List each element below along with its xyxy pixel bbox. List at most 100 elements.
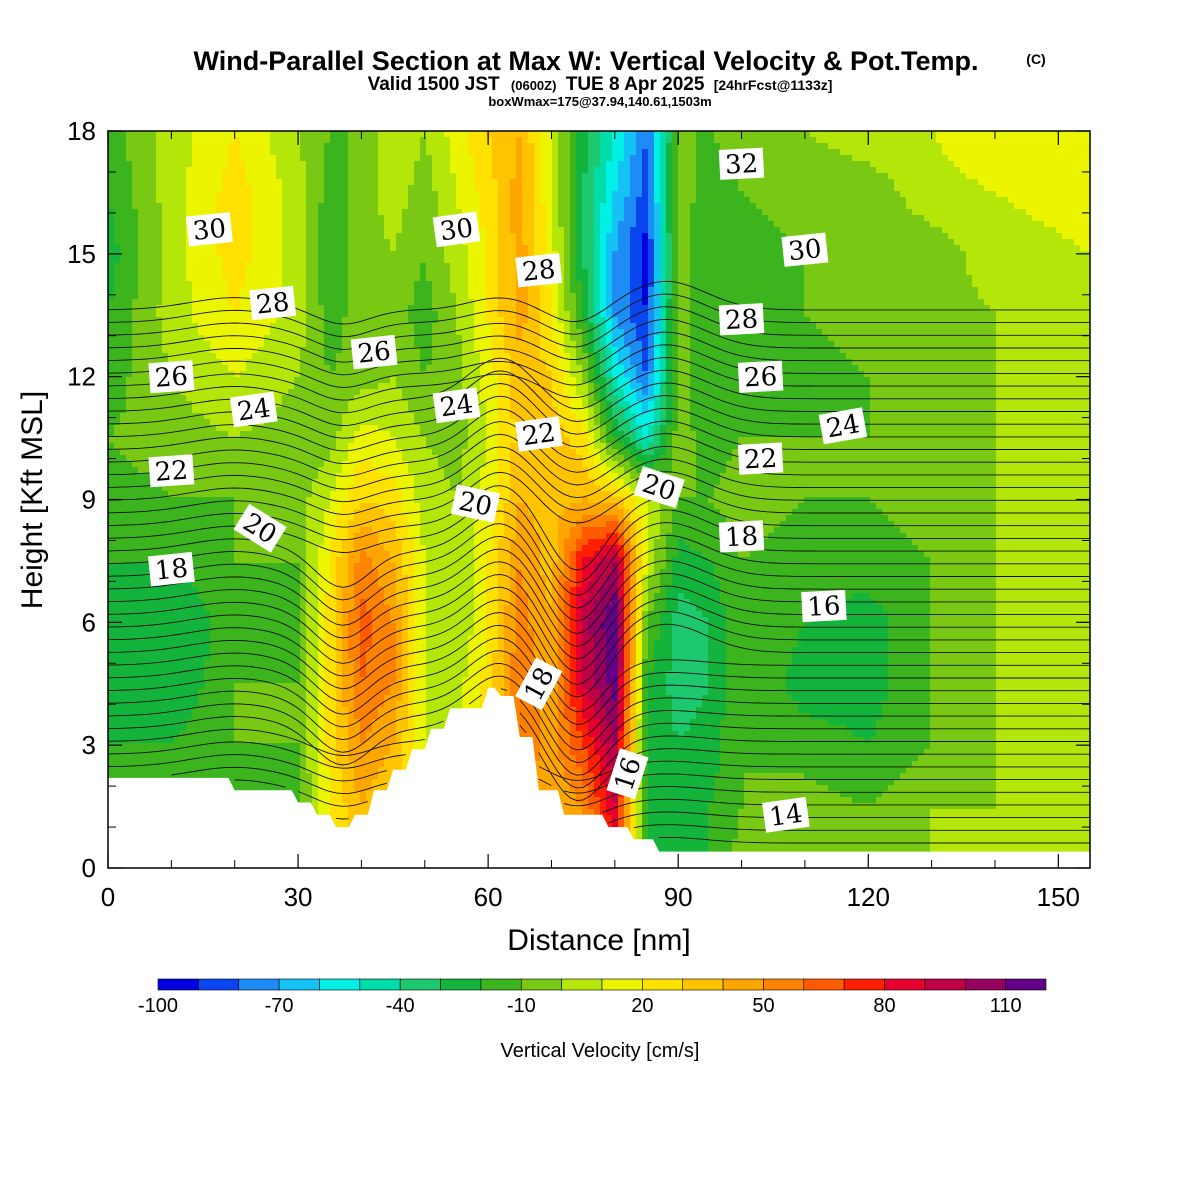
velocity-cell <box>162 179 169 186</box>
velocity-cell <box>258 143 265 150</box>
velocity-cell <box>378 173 385 180</box>
velocity-cell <box>858 197 865 204</box>
velocity-cell <box>894 143 901 150</box>
velocity-cell <box>174 131 181 138</box>
velocity-cell <box>678 185 685 192</box>
velocity-cell <box>126 173 133 180</box>
velocity-cell <box>306 131 313 138</box>
velocity-cell <box>186 179 193 186</box>
velocity-cell <box>408 167 415 174</box>
velocity-cell <box>612 173 619 180</box>
velocity-cell <box>198 143 205 150</box>
velocity-cell <box>306 161 313 168</box>
velocity-cell <box>246 209 253 216</box>
velocity-cell <box>1068 197 1075 204</box>
velocity-cell <box>180 137 187 144</box>
velocity-cell <box>1002 179 1009 186</box>
velocity-cell <box>474 173 481 180</box>
velocity-cell <box>1044 143 1051 150</box>
velocity-cell <box>834 131 841 138</box>
velocity-cell <box>864 185 871 192</box>
velocity-cell <box>288 167 295 174</box>
velocity-cell <box>534 143 541 150</box>
velocity-cell <box>918 149 925 156</box>
velocity-cell <box>564 131 571 138</box>
velocity-cell <box>558 197 565 204</box>
velocity-cell <box>366 155 373 162</box>
velocity-cell <box>480 179 487 186</box>
velocity-cell <box>516 215 523 222</box>
velocity-cell <box>450 185 457 192</box>
velocity-cell <box>504 149 511 156</box>
velocity-cell <box>552 167 559 174</box>
velocity-cell <box>576 173 583 180</box>
velocity-cell <box>1074 185 1081 192</box>
velocity-cell <box>498 185 505 192</box>
velocity-cell <box>144 167 151 174</box>
velocity-cell <box>726 143 733 150</box>
velocity-cell <box>168 149 175 156</box>
velocity-cell <box>318 137 325 144</box>
velocity-cell <box>630 137 637 144</box>
velocity-cell <box>246 191 253 198</box>
velocity-cell <box>504 185 511 192</box>
velocity-cell <box>600 197 607 204</box>
velocity-cell <box>456 191 463 198</box>
velocity-cell <box>162 137 169 144</box>
velocity-cell <box>648 191 655 198</box>
velocity-cell <box>516 131 523 138</box>
velocity-cell <box>696 185 703 192</box>
velocity-cell <box>1026 149 1033 156</box>
velocity-cell <box>204 167 211 174</box>
velocity-cell <box>732 137 739 144</box>
velocity-cell <box>552 209 559 216</box>
velocity-cell <box>978 209 985 216</box>
velocity-cell <box>1020 179 1027 186</box>
velocity-cell <box>216 131 223 138</box>
velocity-cell <box>870 191 877 198</box>
velocity-cell <box>768 149 775 156</box>
velocity-cell <box>864 143 871 150</box>
velocity-cell <box>288 149 295 156</box>
velocity-cell <box>294 191 301 198</box>
velocity-cell <box>846 161 853 168</box>
velocity-cell <box>1014 215 1021 222</box>
velocity-cell <box>396 155 403 162</box>
velocity-cell <box>816 203 823 210</box>
velocity-cell <box>1080 197 1087 204</box>
velocity-cell <box>648 215 655 222</box>
velocity-cell <box>1038 179 1045 186</box>
velocity-cell <box>984 203 991 210</box>
velocity-cell <box>456 161 463 168</box>
velocity-cell <box>942 185 949 192</box>
velocity-cell <box>1032 215 1039 222</box>
velocity-cell <box>390 161 397 168</box>
velocity-cell <box>480 191 487 198</box>
velocity-cell <box>768 131 775 138</box>
velocity-cell <box>588 143 595 150</box>
velocity-cell <box>186 143 193 150</box>
velocity-cell <box>630 131 637 138</box>
velocity-cell <box>456 137 463 144</box>
velocity-cell <box>294 197 301 204</box>
velocity-cell <box>264 131 271 138</box>
velocity-cell <box>900 155 907 162</box>
velocity-cell <box>294 179 301 186</box>
velocity-cell <box>312 167 319 174</box>
velocity-cell <box>666 137 673 144</box>
velocity-cell <box>1056 197 1063 204</box>
velocity-cell <box>522 191 529 198</box>
velocity-cell <box>678 215 685 222</box>
velocity-cell <box>372 179 379 186</box>
velocity-cell <box>198 209 205 216</box>
velocity-cell <box>900 197 907 204</box>
velocity-cell <box>384 149 391 156</box>
velocity-cell <box>798 167 805 174</box>
velocity-cell <box>432 197 439 204</box>
velocity-cell <box>798 161 805 168</box>
velocity-cell <box>654 185 661 192</box>
velocity-cell <box>1080 143 1087 150</box>
velocity-cell <box>810 215 817 222</box>
velocity-cell <box>996 173 1003 180</box>
velocity-cell <box>510 155 517 162</box>
